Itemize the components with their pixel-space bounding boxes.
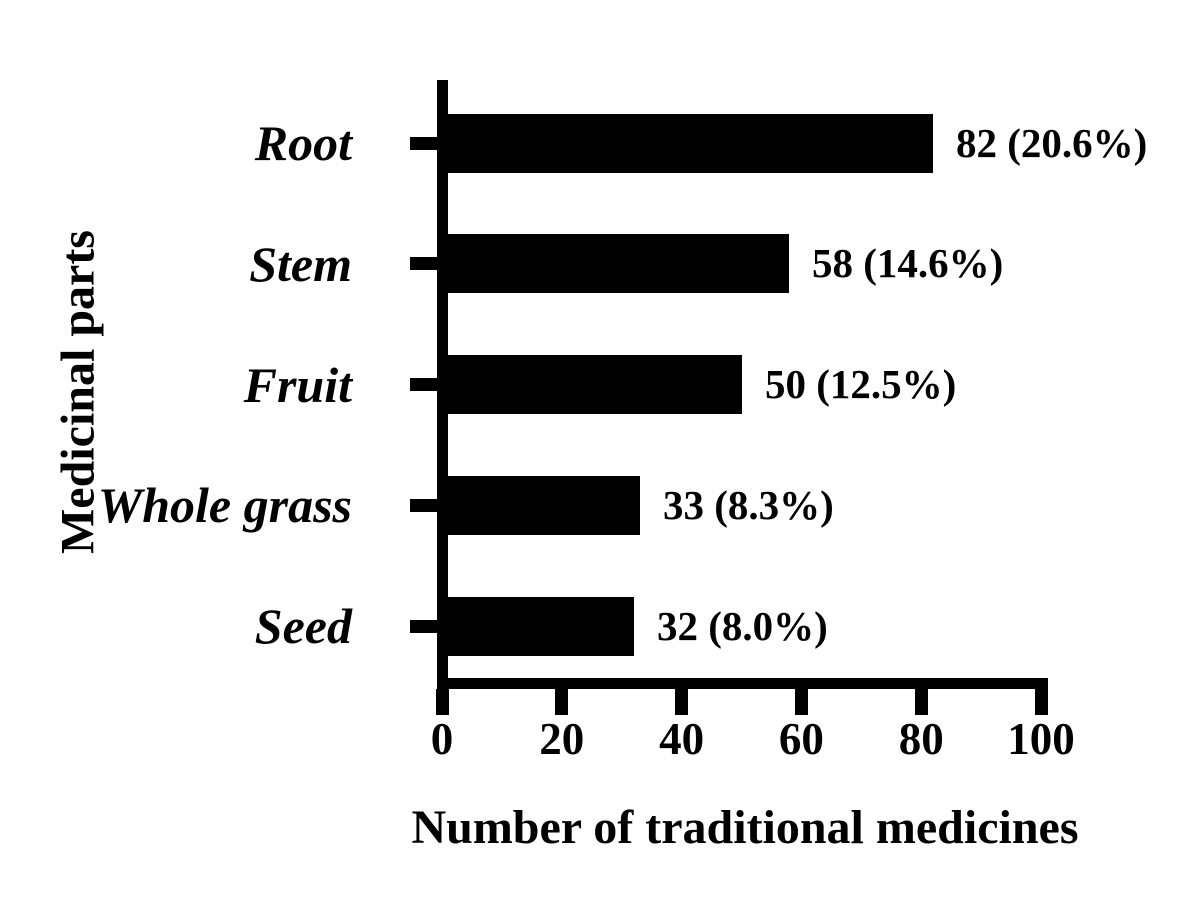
x-axis-line	[437, 678, 1048, 689]
x-axis-title: Number of traditional medicines	[411, 801, 1079, 854]
category-tick	[410, 136, 437, 150]
x-axis-tick-label: 40	[659, 714, 705, 764]
category-label: Root	[254, 115, 352, 171]
x-axis-tick	[914, 689, 928, 715]
category-label: Stem	[249, 235, 352, 292]
x-axis-tick	[675, 689, 689, 715]
bar	[447, 234, 789, 294]
x-axis-tick-label: 0	[430, 714, 454, 764]
bar	[447, 355, 742, 414]
category-label: Fruit	[243, 356, 352, 413]
x-axis-tick	[1034, 689, 1048, 715]
bar	[447, 113, 933, 173]
bar	[447, 596, 634, 656]
bar-value-label: 82 (20.6%)	[956, 119, 1148, 166]
category-label: Seed	[254, 598, 352, 654]
y-axis-line	[437, 80, 448, 689]
bar-value-label: 32 (8.0%)	[657, 602, 828, 649]
x-axis-tick-label: 80	[898, 714, 944, 764]
category-tick	[410, 619, 437, 633]
category-tick	[410, 498, 437, 512]
category-label: Whole grass	[97, 477, 352, 534]
bar-value-label: 50 (12.5%)	[765, 361, 957, 407]
x-axis-tick	[435, 689, 449, 715]
x-axis-tick-label: 100	[1007, 714, 1075, 764]
bar-value-label: 33 (8.3%)	[663, 481, 834, 528]
category-tick	[410, 257, 437, 271]
x-axis-tick	[794, 689, 808, 715]
x-axis-tick	[555, 689, 569, 715]
category-tick	[410, 378, 437, 391]
bar-value-label: 58 (14.6%)	[812, 240, 1004, 287]
x-axis-tick-label: 60	[778, 714, 824, 764]
x-axis-tick-label: 20	[539, 714, 585, 764]
bar	[447, 475, 640, 535]
